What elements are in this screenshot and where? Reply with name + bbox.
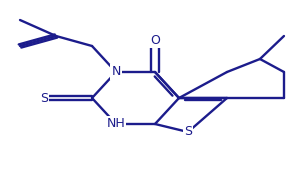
Text: NH: NH <box>107 117 125 131</box>
Text: S: S <box>40 92 48 105</box>
Text: O: O <box>150 34 160 46</box>
Text: S: S <box>184 126 192 138</box>
Text: N: N <box>111 66 121 78</box>
